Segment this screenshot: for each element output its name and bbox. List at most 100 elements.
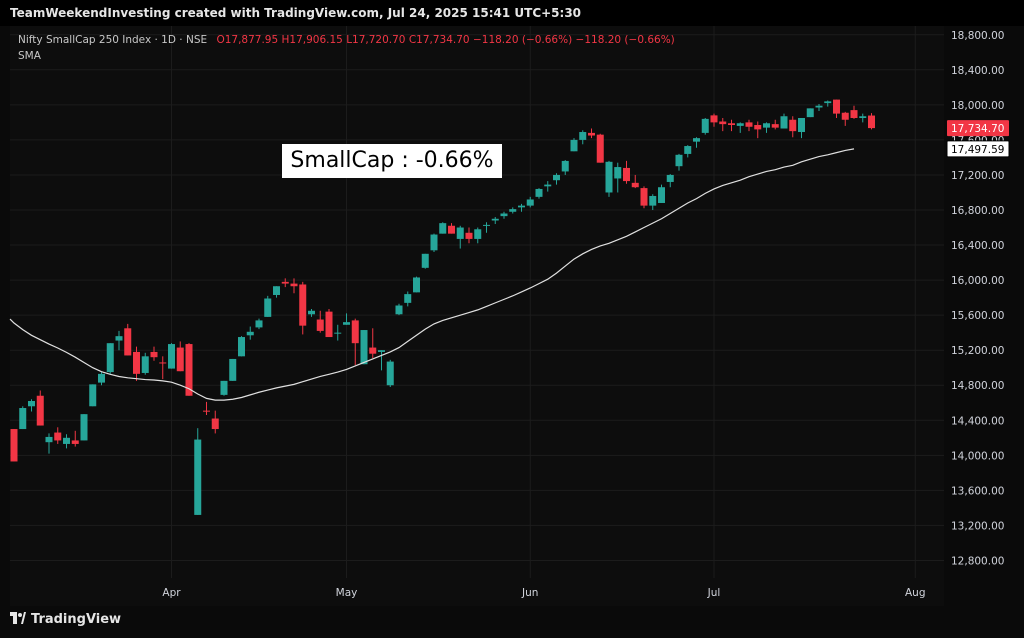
candle[interactable] (850, 105, 858, 119)
candle[interactable] (535, 188, 543, 199)
candle[interactable] (675, 153, 683, 171)
candle[interactable] (98, 372, 105, 386)
candle[interactable] (89, 384, 97, 407)
candle[interactable] (719, 118, 727, 132)
candle[interactable] (351, 318, 359, 366)
candle[interactable] (395, 303, 403, 316)
candle[interactable] (246, 326, 254, 340)
candle[interactable] (859, 113, 867, 123)
candle[interactable] (141, 352, 149, 375)
candle[interactable] (806, 108, 814, 118)
candle[interactable] (168, 343, 175, 369)
candle[interactable] (369, 328, 377, 359)
candle[interactable] (176, 341, 184, 372)
candle[interactable] (124, 323, 132, 356)
candle[interactable] (45, 433, 53, 454)
candle[interactable] (763, 122, 770, 133)
candle[interactable] (36, 390, 44, 426)
candle[interactable] (631, 174, 639, 189)
candle[interactable] (264, 295, 272, 317)
candle[interactable] (544, 181, 552, 192)
candle[interactable] (868, 113, 875, 130)
candle[interactable] (343, 313, 350, 325)
candle[interactable] (299, 281, 307, 335)
candle[interactable] (325, 309, 333, 338)
candle[interactable] (203, 401, 210, 416)
candle[interactable] (824, 100, 832, 107)
candle[interactable] (229, 358, 237, 381)
candle[interactable] (666, 174, 674, 188)
chart-pane[interactable] (10, 26, 944, 606)
candle[interactable] (518, 203, 525, 212)
candle[interactable] (255, 318, 263, 330)
candle[interactable] (728, 119, 735, 132)
candle[interactable] (649, 194, 657, 210)
candle[interactable] (106, 343, 114, 374)
candle[interactable] (448, 223, 455, 234)
candle[interactable] (19, 406, 27, 430)
candle[interactable] (308, 309, 315, 317)
candle[interactable] (771, 119, 779, 130)
candle[interactable] (421, 253, 429, 269)
candle[interactable] (159, 356, 167, 380)
candle[interactable] (526, 196, 534, 208)
candle[interactable] (456, 225, 464, 249)
candle[interactable] (133, 346, 140, 381)
candle[interactable] (316, 310, 324, 333)
candle[interactable] (614, 162, 622, 193)
candle[interactable] (561, 160, 569, 175)
candle[interactable] (736, 122, 744, 133)
candle[interactable] (841, 111, 849, 126)
candle[interactable] (238, 336, 245, 357)
candle[interactable] (115, 330, 123, 351)
candle[interactable] (798, 118, 805, 139)
candle[interactable] (570, 138, 578, 152)
candle[interactable] (273, 286, 280, 298)
candle[interactable] (386, 359, 394, 387)
candle[interactable] (745, 119, 753, 132)
candle[interactable] (290, 278, 298, 294)
candle[interactable] (220, 380, 228, 396)
candle[interactable] (63, 434, 70, 449)
candle[interactable] (10, 429, 18, 462)
candle[interactable] (465, 227, 473, 244)
candle[interactable] (483, 222, 490, 233)
candle[interactable] (754, 121, 762, 139)
candle[interactable] (439, 222, 447, 234)
candle[interactable] (605, 160, 613, 197)
candle[interactable] (185, 343, 193, 396)
candle[interactable] (54, 427, 62, 444)
candle[interactable] (194, 428, 202, 515)
candle[interactable] (815, 103, 823, 111)
candle[interactable] (378, 350, 385, 371)
candle[interactable] (28, 399, 35, 412)
candle[interactable] (640, 186, 648, 209)
candle[interactable] (281, 278, 289, 288)
candle[interactable] (71, 430, 79, 447)
candle[interactable] (211, 410, 219, 434)
candle[interactable] (701, 118, 709, 135)
indicator-label[interactable]: SMA (18, 50, 41, 62)
candle[interactable] (579, 130, 587, 145)
candle[interactable] (623, 160, 630, 184)
candle[interactable] (684, 145, 692, 158)
candle[interactable] (596, 133, 604, 163)
candle[interactable] (430, 233, 438, 253)
candle[interactable] (500, 211, 508, 219)
candle[interactable] (334, 324, 342, 341)
candle[interactable] (658, 184, 665, 203)
candle[interactable] (710, 113, 718, 127)
candle[interactable] (491, 217, 499, 225)
candle[interactable] (780, 113, 788, 129)
candle[interactable] (789, 116, 797, 138)
candle[interactable] (360, 330, 368, 365)
candle[interactable] (474, 227, 482, 244)
candle[interactable] (404, 291, 412, 307)
candle[interactable] (80, 414, 88, 441)
candle[interactable] (413, 276, 420, 293)
candle[interactable] (150, 346, 158, 361)
candle[interactable] (693, 137, 700, 148)
candle[interactable] (553, 173, 560, 185)
candle[interactable] (833, 99, 840, 118)
